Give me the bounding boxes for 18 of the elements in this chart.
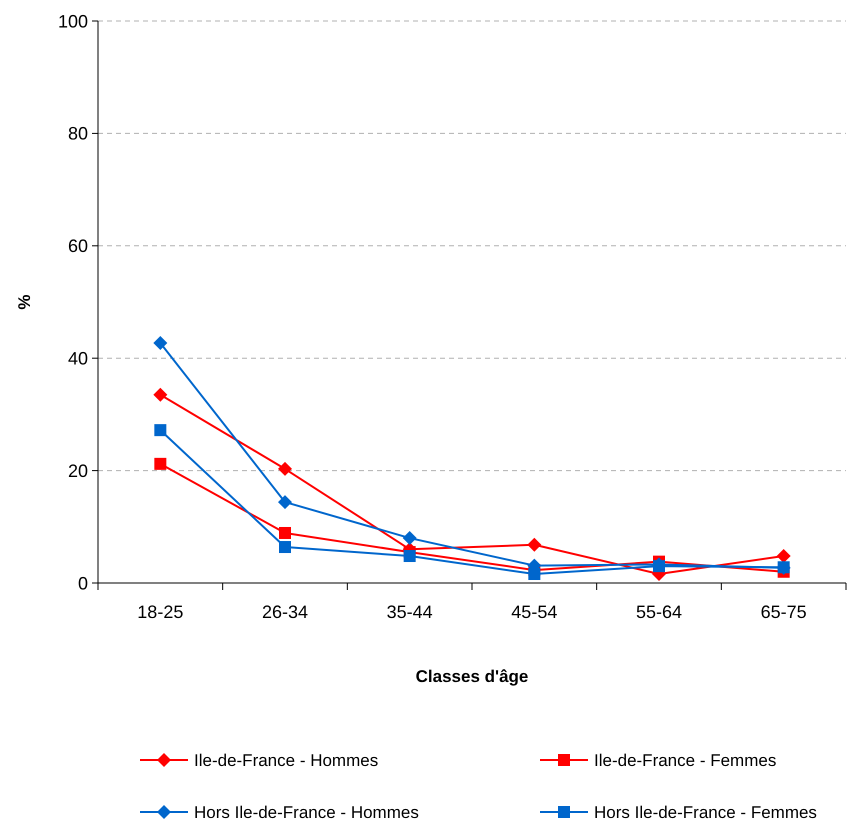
y-axis-title: % bbox=[15, 294, 34, 310]
y-tick-label: 100 bbox=[58, 11, 88, 32]
legend-label: Ile-de-France - Hommes bbox=[194, 750, 378, 770]
legend-label: Hors Ile-de-France - Hommes bbox=[194, 802, 419, 822]
y-tick-label: 80 bbox=[68, 124, 88, 144]
x-tick-label: 26-34 bbox=[262, 602, 308, 622]
x-tick-label: 35-44 bbox=[386, 602, 433, 622]
legend-label: Hors Ile-de-France - Femmes bbox=[594, 802, 817, 822]
x-axis-title: Classes d'âge bbox=[416, 667, 528, 686]
x-tick-label: 55-64 bbox=[636, 602, 682, 622]
y-tick-label: 20 bbox=[68, 460, 88, 481]
x-tick-label: 45-54 bbox=[511, 602, 558, 622]
y-tick-label: 40 bbox=[68, 348, 88, 368]
x-tick-label: 18-25 bbox=[137, 602, 184, 622]
y-tick-label: 0 bbox=[78, 573, 88, 594]
legend-label: Ile-de-France - Femmes bbox=[594, 750, 776, 770]
y-tick-label: 60 bbox=[68, 236, 88, 256]
x-tick-label: 65-75 bbox=[760, 602, 807, 622]
